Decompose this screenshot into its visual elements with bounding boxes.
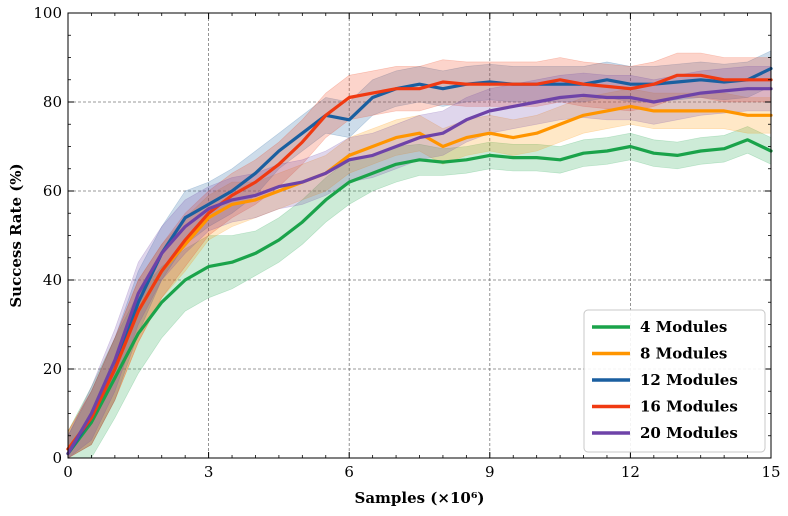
axis-ticks [67, 12, 772, 459]
legend: 4 Modules 8 Modules 12 Modules 16 Modules 20… [583, 309, 766, 453]
legend-label-16-modules: 16 Modules [640, 398, 738, 416]
x-tick-label: 9 [485, 463, 495, 481]
y-tick-label: 20 [43, 360, 62, 378]
y-tick-labels: 0 20 40 60 80 100 [33, 4, 62, 467]
x-tick-label: 12 [621, 463, 640, 481]
x-tick-label: 3 [204, 463, 214, 481]
series-lines [66, 67, 773, 456]
x-tick-label: 15 [761, 463, 780, 481]
line-16-modules [66, 73, 773, 451]
line-20-modules [66, 87, 773, 456]
y-tick-label: 0 [52, 449, 62, 467]
line-4-modules [66, 138, 773, 456]
legend-label-8-modules: 8 Modules [640, 345, 727, 363]
y-tick-label: 60 [43, 182, 62, 200]
x-axis-label: Samples (×10⁶) [354, 489, 484, 507]
y-tick-label: 100 [33, 4, 62, 22]
legend-label-4-modules: 4 Modules [640, 318, 727, 336]
plot-area [66, 13, 773, 459]
x-tick-labels: 0 3 6 9 12 15 [63, 463, 780, 481]
legend-label-20-modules: 20 Modules [640, 424, 738, 442]
y-axis-label: Success Rate (%) [7, 163, 25, 307]
x-tick-label: 0 [63, 463, 73, 481]
y-tick-label: 40 [43, 271, 62, 289]
legend-box [583, 309, 766, 453]
legend-label-12-modules: 12 Modules [640, 371, 738, 389]
x-tick-label: 6 [344, 463, 354, 481]
y-tick-label: 80 [43, 93, 62, 111]
line-8-modules [66, 104, 773, 451]
